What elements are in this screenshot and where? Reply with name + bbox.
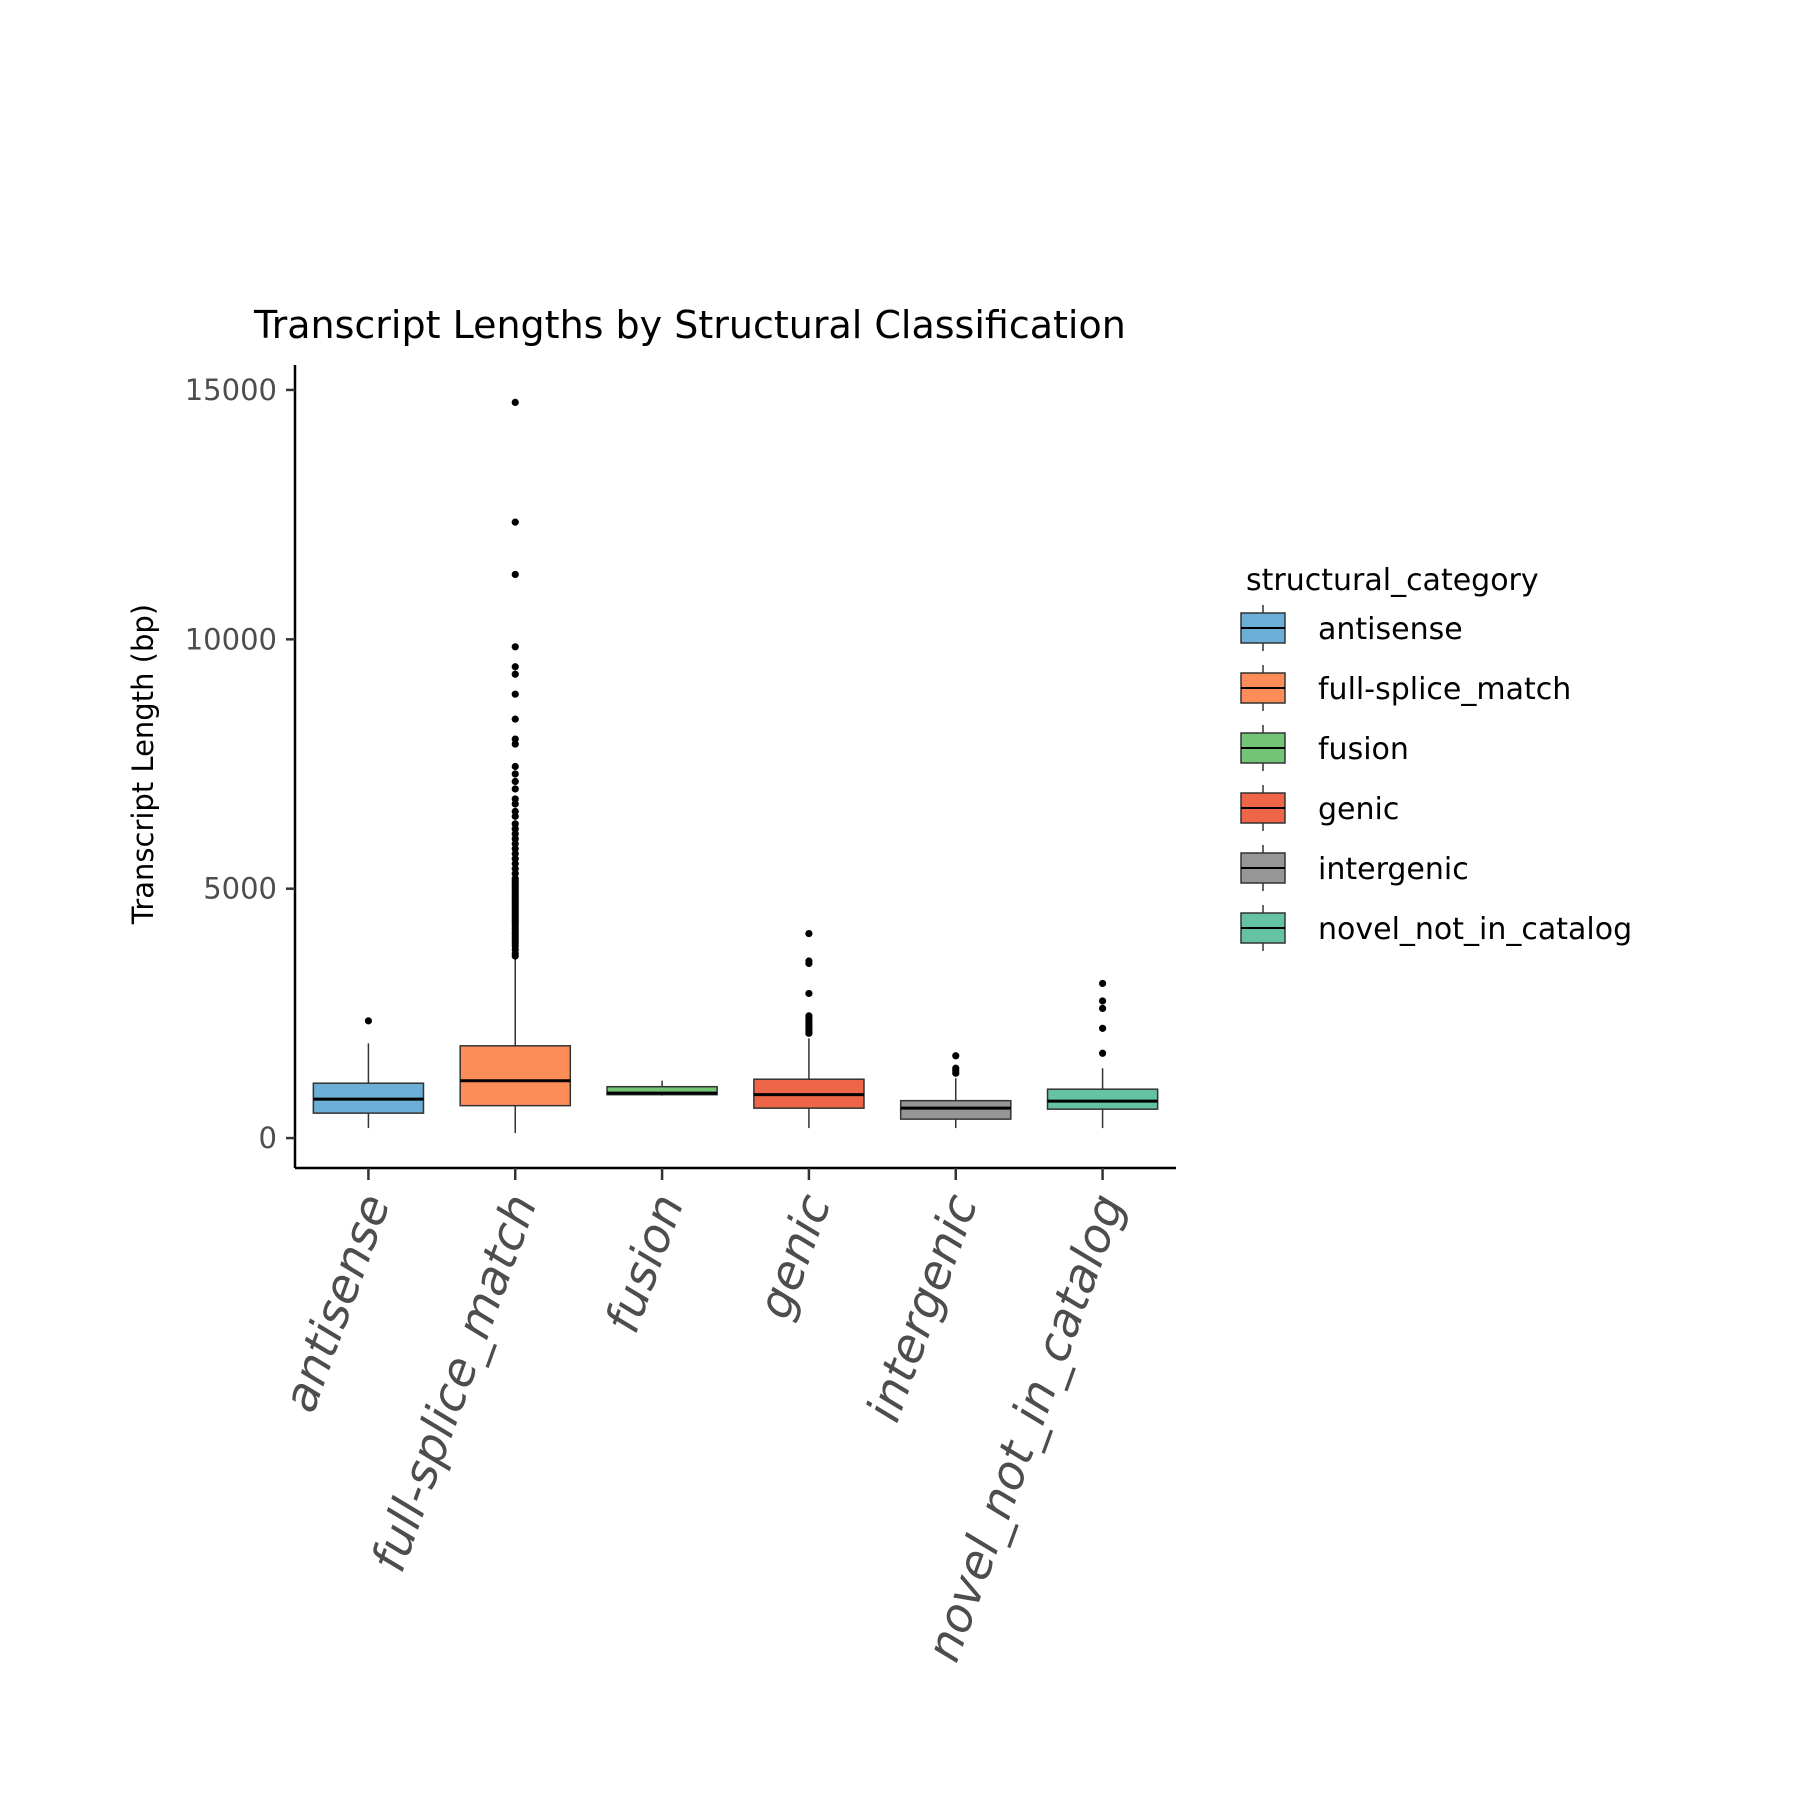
legend-label: novel_not_in_catalog	[1318, 912, 1632, 947]
outlier-point	[511, 735, 519, 743]
legend: structural_category antisense full-splice…	[1240, 563, 1632, 951]
box-body	[899, 1099, 1012, 1120]
x-tick-label: fusion	[595, 1187, 695, 1340]
legend-item-full-splice_match: full-splice_match	[1240, 665, 1571, 711]
legend-item-intergenic: intergenic	[1240, 845, 1469, 891]
legend-label: fusion	[1318, 732, 1409, 767]
outlier-point	[511, 770, 519, 778]
outlier-point	[511, 807, 519, 815]
outlier-point	[511, 875, 519, 883]
outlier-point	[1098, 1024, 1107, 1032]
outlier-point	[1098, 997, 1107, 1005]
y-tick-label: 15000	[185, 373, 277, 407]
x-tick-label: antisense	[272, 1187, 401, 1419]
outlier-point	[511, 570, 519, 579]
y-tick-label: 5000	[203, 872, 277, 906]
outlier-point	[511, 855, 519, 863]
outlier-point	[805, 989, 813, 998]
legend-label: intergenic	[1318, 852, 1469, 887]
outlier-point	[952, 1064, 960, 1072]
outlier-point	[511, 518, 519, 526]
outlier-point	[1098, 979, 1107, 988]
outlier-point	[511, 825, 519, 833]
outlier-point	[511, 785, 519, 793]
outlier-point	[511, 870, 519, 878]
outlier-point	[511, 835, 519, 843]
outlier-point	[511, 840, 519, 848]
outlier-point	[511, 715, 519, 723]
y-tick-label: 10000	[185, 622, 277, 656]
plot-area: 0 5000 10000 15000 antisensefull-splice_matc…	[185, 365, 1176, 1669]
outlier-point	[952, 1052, 960, 1060]
x-tick-label: genic	[747, 1187, 842, 1326]
legend-label: genic	[1318, 792, 1399, 827]
legend-item-antisense: antisense	[1240, 605, 1463, 651]
legend-title: structural_category	[1246, 563, 1539, 598]
outlier-point	[511, 812, 519, 820]
outlier-point	[511, 663, 519, 671]
outlier-point	[805, 957, 813, 965]
legend-label: antisense	[1318, 612, 1463, 647]
outlier-point	[1098, 1049, 1107, 1057]
outlier-point	[364, 1017, 373, 1025]
box-group-full-splice_match	[459, 398, 572, 1134]
box-body	[459, 1045, 572, 1107]
outlier-point	[511, 670, 519, 678]
outlier-point	[511, 398, 519, 407]
x-tick-label: full-splice_match	[361, 1187, 548, 1579]
outlier-point	[805, 1012, 813, 1020]
outlier-point	[511, 643, 519, 651]
outlier-point	[1098, 1004, 1107, 1012]
legend-label: full-splice_match	[1318, 672, 1571, 707]
outlier-point	[805, 929, 813, 938]
legend-item-genic: genic	[1240, 785, 1399, 831]
outlier-point	[511, 690, 519, 698]
chart-title: Transcript Lengths by Structural Classif…	[253, 303, 1126, 347]
outlier-point	[511, 865, 519, 873]
outlier-point	[511, 762, 519, 771]
outlier-point	[511, 777, 519, 786]
outlier-point	[511, 795, 519, 803]
outlier-point	[511, 820, 519, 828]
y-axis-title: Transcript Length (bp)	[126, 604, 160, 925]
x-tick-label: intergenic	[856, 1187, 989, 1429]
y-tick-label: 0	[259, 1121, 277, 1155]
outlier-point	[511, 830, 519, 838]
box-group-fusion	[606, 1080, 718, 1096]
box-group-antisense	[312, 1017, 425, 1129]
outlier-point	[511, 850, 519, 858]
box-body	[1046, 1088, 1159, 1110]
outlier-point	[511, 860, 519, 868]
outlier-point	[511, 740, 519, 748]
outlier-point	[511, 845, 519, 853]
box-group-intergenic	[899, 1052, 1012, 1129]
legend-item-novel_not_in_catalog: novel_not_in_catalog	[1240, 905, 1632, 951]
box-group-genic	[753, 929, 865, 1129]
outlier-point	[511, 800, 519, 808]
box-group-novel_not_in_catalog	[1046, 979, 1159, 1129]
legend-item-fusion: fusion	[1240, 725, 1409, 771]
